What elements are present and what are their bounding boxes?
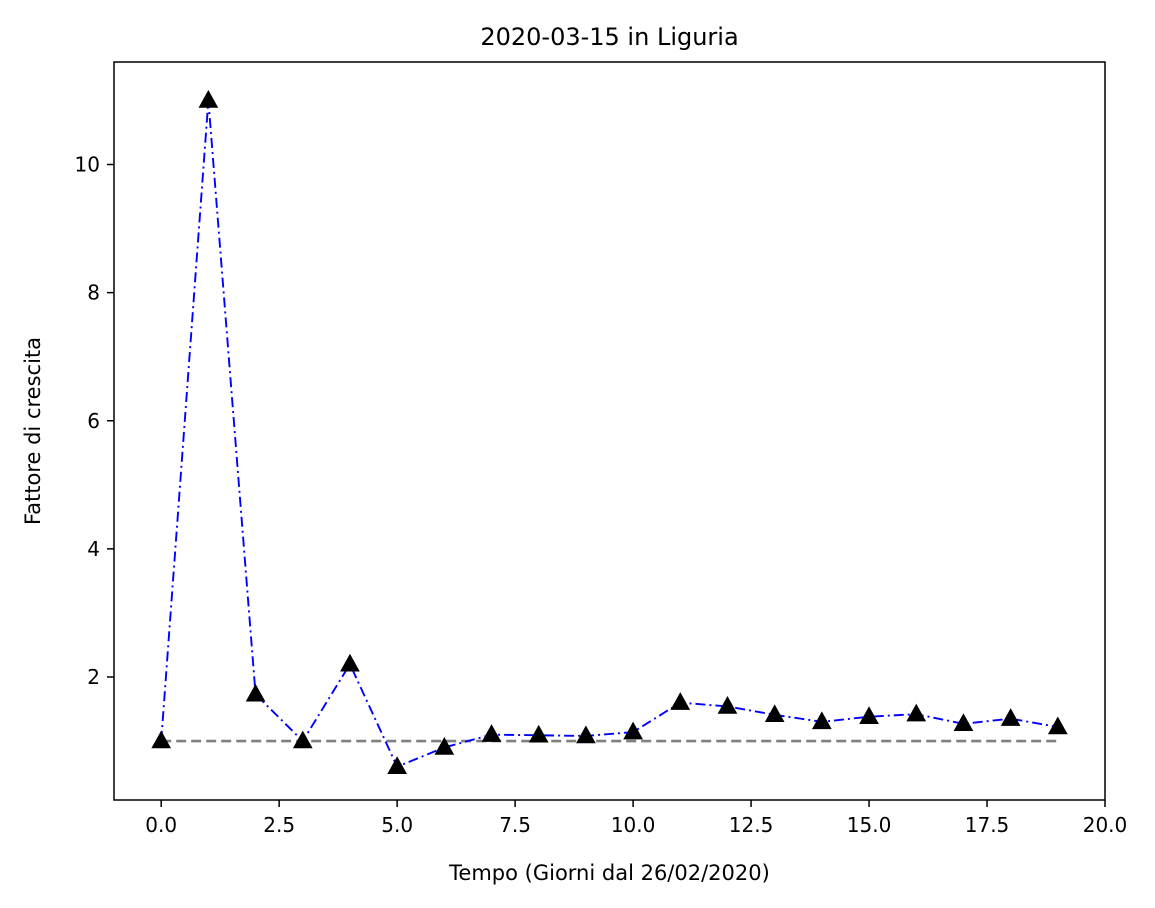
y-tick-label: 8	[87, 281, 100, 305]
data-point-marker	[387, 756, 407, 774]
data-point-marker	[528, 724, 549, 743]
y-tick-label: 4	[87, 537, 100, 561]
y-axis-ticks: 2 4 6 8 10	[75, 153, 114, 689]
data-point-marker	[576, 725, 596, 744]
data-point-marker	[623, 721, 643, 740]
data-point-marker	[292, 730, 313, 749]
data-point-marker	[481, 724, 502, 742]
y-axis-label: Fattore di crescita	[21, 337, 45, 525]
data-point-marker	[1000, 708, 1021, 726]
x-tick-label: 2.5	[263, 813, 295, 837]
x-tick-label: 17.5	[965, 813, 1010, 837]
plot-frame	[113, 61, 1106, 801]
series-line	[160, 100, 1058, 768]
y-tick-label: 2	[87, 665, 100, 689]
x-tick-label: 0.0	[145, 813, 177, 837]
data-point-marker	[1047, 716, 1068, 735]
data-point-marker	[717, 695, 738, 714]
data-point-marker	[906, 703, 927, 722]
data-point-marker	[434, 736, 455, 755]
plot-area	[151, 89, 1068, 774]
x-tick-label: 7.5	[499, 813, 531, 837]
x-tick-label: 10.0	[611, 813, 656, 837]
x-tick-label: 5.0	[381, 813, 413, 837]
data-point-marker	[764, 704, 785, 723]
data-point-marker	[198, 89, 219, 108]
data-point-marker	[245, 683, 266, 702]
x-tick-label: 20.0	[1083, 813, 1128, 837]
x-tick-label: 12.5	[729, 813, 774, 837]
y-tick-label: 10	[75, 153, 100, 177]
data-point-marker	[859, 706, 879, 724]
y-tick-label: 6	[87, 409, 100, 433]
data-point-marker	[812, 711, 832, 730]
x-tick-label: 15.0	[847, 813, 892, 837]
data-point-marker	[670, 692, 691, 710]
data-point-marker	[953, 713, 974, 732]
x-axis-ticks: 0.0 2.5 5.0 7.5 10.0 12.5 15.0 17.5 20.0	[145, 800, 1127, 837]
data-point-marker	[151, 730, 172, 749]
x-axis-label: Tempo (Giorni dal 26/02/2020)	[448, 861, 770, 885]
data-point-marker	[340, 653, 360, 672]
chart-title: 2020-03-15 in Liguria	[480, 23, 738, 51]
